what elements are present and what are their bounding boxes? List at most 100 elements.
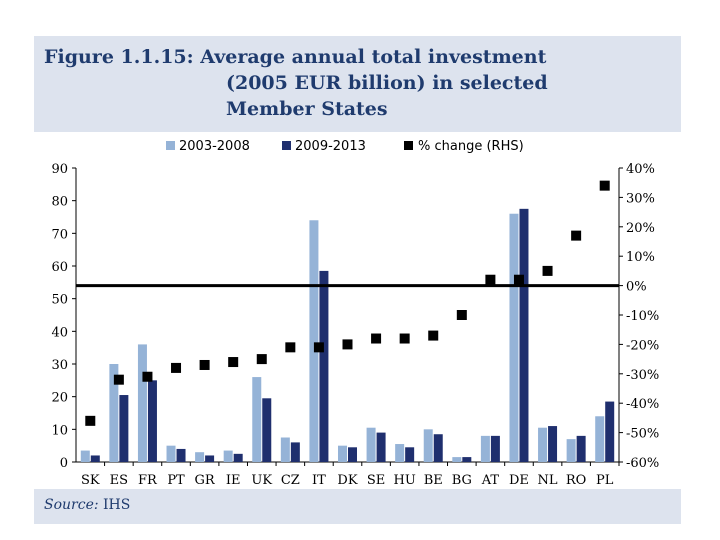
pct-change-marker (485, 274, 496, 285)
pct-change-marker (142, 371, 153, 382)
left-tick-label: 10 (51, 423, 68, 438)
pct-change-marker (513, 274, 524, 285)
x-tick-label: CZ (281, 473, 300, 488)
pct-change-marker (456, 310, 467, 320)
left-tick-label: 30 (51, 358, 68, 373)
bar-2003-2008 (395, 444, 405, 462)
source-label: Source: (44, 497, 99, 513)
legend-swatch-pct-change (404, 141, 413, 150)
bar-chart: 0 10 20 30 40 50 60 70 80 90 -60% -50% -40% -30% -20% -… (51, 139, 659, 488)
bar-2009-2013 (576, 435, 586, 462)
legend-label-2009-2013: 2009-2013 (295, 139, 366, 154)
x-tick-label: HU (394, 473, 416, 488)
bar-2009-2013 (147, 380, 157, 462)
left-tick-label: 80 (51, 195, 68, 210)
bar-2009-2013 (605, 401, 615, 462)
right-tick-label: 20% (626, 221, 655, 236)
bar-2003-2008 (280, 437, 290, 462)
bar-2003-2008 (137, 344, 147, 462)
left-tick-label: 70 (51, 227, 68, 242)
right-tick-label: -60% (626, 456, 659, 471)
bar-2009-2013 (348, 447, 357, 462)
pct-change-marker (199, 359, 210, 370)
left-tick-label: 90 (51, 162, 68, 177)
x-tick-label: SK (81, 473, 100, 488)
legend-label-pct-change: % change (RHS) (418, 139, 524, 154)
pct-change-marker (171, 362, 182, 373)
pct-change-marker (399, 333, 410, 344)
bar-2003-2008 (166, 445, 176, 462)
pct-change-marker (428, 330, 439, 341)
right-tick-label: 40% (626, 162, 655, 177)
x-tick-label: NL (538, 473, 558, 488)
x-tick-label: RO (566, 473, 586, 488)
bar-2003-2008 (509, 213, 519, 462)
x-tick-label: PT (167, 473, 185, 488)
pct-change-marker (571, 230, 582, 241)
pct-change-marker (256, 354, 267, 365)
pct-change-marker (542, 265, 553, 276)
x-tick-label: FR (138, 473, 158, 488)
bar-2003-2008 (595, 416, 605, 462)
bar-2009-2013 (290, 442, 300, 462)
bar-2009-2013 (433, 434, 443, 462)
x-tick-label: BE (424, 473, 443, 488)
x-tick-label: ES (110, 473, 128, 488)
bar-2009-2013 (233, 453, 243, 462)
x-tick-label: DK (337, 473, 357, 488)
legend-swatch-2003-2008 (166, 141, 175, 150)
left-tick-label: 40 (51, 325, 68, 340)
bar-2009-2013 (376, 432, 386, 462)
bar-2003-2008 (80, 450, 90, 462)
right-tick-label: -50% (626, 427, 659, 442)
pct-change-marker (113, 374, 124, 385)
bar-2003-2008 (480, 435, 490, 462)
pct-change-marker (342, 339, 353, 350)
bar-2009-2013 (519, 208, 529, 462)
x-tick-label: DE (509, 473, 529, 488)
bar-2003-2008 (195, 452, 205, 462)
title-line-2: (2005 EUR billion) in selected (226, 72, 548, 94)
bar-2009-2013 (205, 455, 215, 462)
bar-2009-2013 (119, 395, 129, 462)
bar-2003-2008 (452, 457, 462, 462)
right-tick-label: 10% (626, 250, 655, 265)
figure-title: Figure 1.1.15: Average annual total inve… (44, 44, 548, 122)
left-tick-label: 50 (51, 293, 68, 308)
bar-2003-2008 (223, 450, 233, 462)
pct-change-marker (228, 357, 239, 368)
x-tick-label: GR (195, 473, 216, 488)
bar-2003-2008 (566, 439, 576, 462)
bar-2003-2008 (366, 427, 376, 462)
x-tick-label: SE (367, 473, 385, 488)
bar-2009-2013 (176, 448, 186, 462)
right-tick-label: 0% (626, 280, 647, 295)
bar-2003-2008 (252, 377, 262, 462)
title-line-1: Figure 1.1.15: Average annual total inve… (44, 46, 547, 68)
bar-2003-2008 (109, 364, 119, 462)
legend-swatch-2009-2013 (282, 141, 291, 150)
right-tick-label: -20% (626, 338, 659, 353)
bar-2009-2013 (462, 457, 472, 462)
pct-change-marker (371, 333, 382, 344)
right-tick-label: -30% (626, 368, 659, 383)
bar-2009-2013 (319, 270, 329, 462)
x-tick-label: IT (312, 473, 326, 488)
x-tick-label: BG (452, 473, 472, 488)
bar-2009-2013 (405, 447, 415, 462)
x-tick-label: PL (596, 473, 614, 488)
x-tick-label: IE (226, 473, 241, 488)
bar-2009-2013 (90, 455, 100, 462)
bar-2009-2013 (490, 435, 500, 462)
bar-2003-2008 (538, 427, 548, 462)
bar-2009-2013 (548, 426, 558, 462)
left-tick-label: 0 (60, 456, 68, 471)
source-note: Source: IHS (44, 497, 130, 513)
right-tick-label: 30% (626, 191, 655, 206)
source-value: IHS (103, 497, 131, 513)
plot-area: 0 10 20 30 40 50 60 70 80 90 -60% -50% -40% -30% -20% -… (34, 132, 681, 489)
bar-2003-2008 (309, 220, 319, 462)
bar-2003-2008 (423, 429, 433, 462)
x-tick-label: AT (481, 473, 500, 488)
bar-2003-2008 (338, 445, 347, 462)
